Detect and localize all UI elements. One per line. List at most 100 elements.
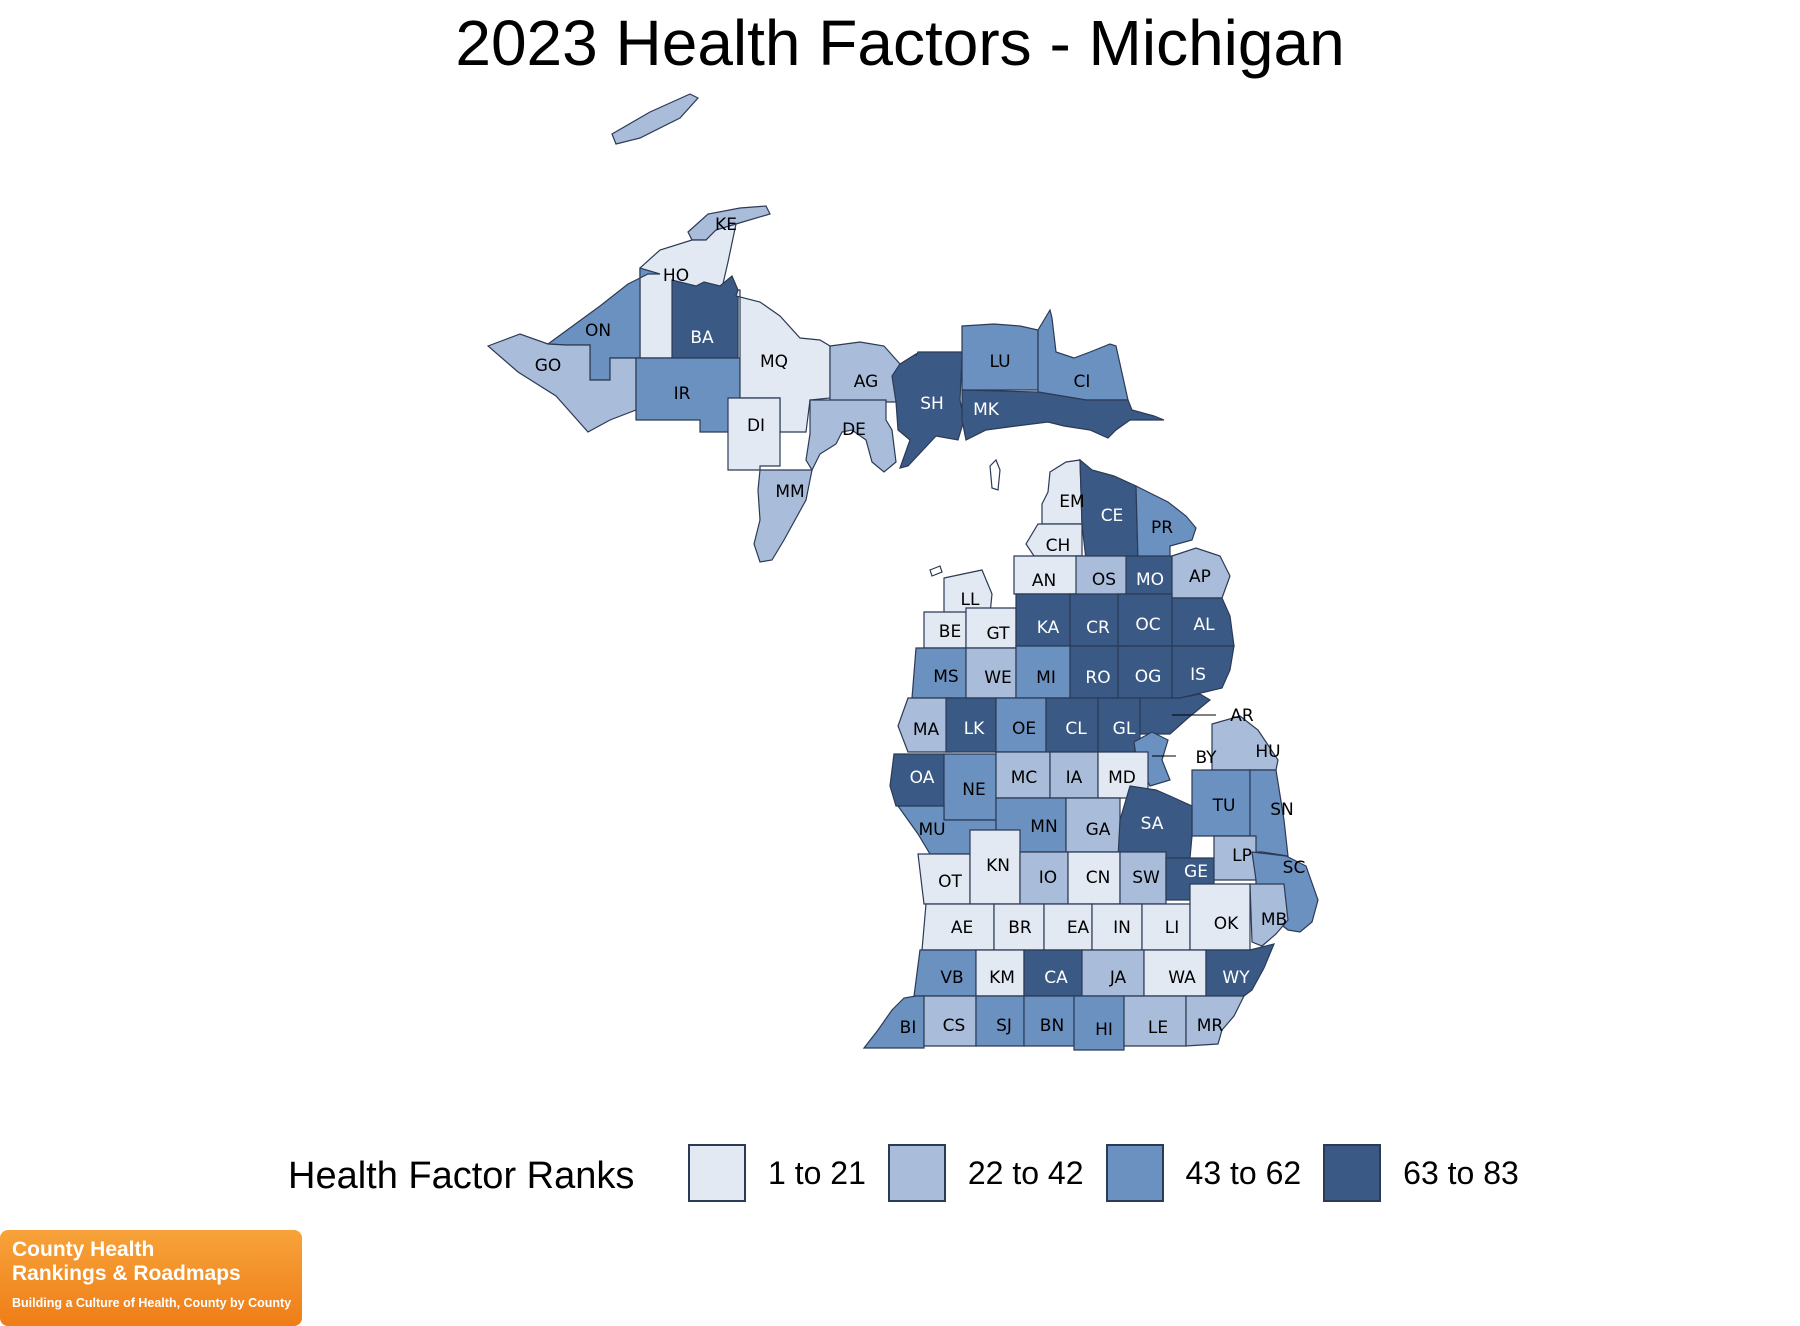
county-label-ja: JA xyxy=(1109,968,1127,988)
county-label-cn: CN xyxy=(1086,868,1111,888)
county-label-go: GO xyxy=(535,356,562,376)
county-label-ka: KA xyxy=(1037,618,1060,638)
county-label-ga: GA xyxy=(1086,820,1111,840)
county-label-io: IO xyxy=(1039,868,1057,888)
county-go[interactable] xyxy=(486,333,637,433)
county-label-ms: MS xyxy=(933,667,958,687)
county-label-ot: OT xyxy=(938,872,962,892)
county-label-cl: CL xyxy=(1065,719,1087,739)
county-label-wy: WY xyxy=(1222,968,1250,988)
county-label-mu: MU xyxy=(918,820,945,840)
county-label-be: BE xyxy=(939,622,961,642)
county-al[interactable] xyxy=(1171,597,1235,647)
county-label-cs: CS xyxy=(943,1016,966,1036)
county-label-ea: EA xyxy=(1067,918,1090,938)
legend-label-1: 1 to 21 xyxy=(768,1154,866,1191)
legend-item-3: 43 to 62 xyxy=(1105,1144,1302,1202)
county-label-ae: AE xyxy=(951,918,973,938)
county-sh[interactable] xyxy=(891,351,965,469)
county-label-ll: LL xyxy=(961,590,980,610)
county-label-mr: MR xyxy=(1197,1016,1224,1036)
county-label-we: WE xyxy=(984,668,1012,688)
lake-island xyxy=(989,458,1001,491)
county-label-bn: BN xyxy=(1040,1016,1064,1036)
county-label-oc: OC xyxy=(1135,615,1160,635)
county-label-ca: CA xyxy=(1044,968,1068,988)
legend-swatch-2 xyxy=(887,1144,946,1202)
county-label-ne: NE xyxy=(962,780,985,800)
county-label-ci: CI xyxy=(1074,372,1091,392)
county-label-sn: SN xyxy=(1270,800,1294,820)
legend: 1 to 21 22 to 42 43 to 62 63 to 83 xyxy=(688,1142,1541,1204)
county-label-sc: SC xyxy=(1283,858,1306,878)
county-mb[interactable] xyxy=(1249,883,1289,947)
county-label-lu: LU xyxy=(989,352,1010,372)
county-label-lk: LK xyxy=(964,719,985,739)
logo-line-1: County Health xyxy=(12,1238,155,1261)
county-label-oe: OE xyxy=(1012,719,1036,739)
county-label-ag: AG xyxy=(854,372,879,392)
county-sa[interactable] xyxy=(1117,785,1193,859)
county-label-mb: MB xyxy=(1261,910,1287,930)
legend-item-2: 22 to 42 xyxy=(887,1144,1084,1202)
county-label-ia: IA xyxy=(1066,768,1083,788)
county-mk[interactable] xyxy=(961,389,1165,441)
county-label-vb: VB xyxy=(940,968,963,988)
county-label-on: ON xyxy=(585,321,611,341)
county-label-ar: AR xyxy=(1230,706,1254,726)
county-mq[interactable] xyxy=(735,289,831,433)
county-label-br: BR xyxy=(1008,918,1032,938)
county-health-rankings-logo[interactable]: County Health Rankings & Roadmaps Buildi… xyxy=(0,1230,302,1326)
county-label-ge: GE xyxy=(1184,862,1208,882)
county-mr[interactable] xyxy=(1185,995,1245,1047)
county-label-ap: AP xyxy=(1189,567,1211,587)
legend-item-1: 1 to 21 xyxy=(688,1144,866,1202)
logo-tagline: Building a Culture of Health, County by … xyxy=(12,1296,292,1310)
county-label-mn: MN xyxy=(1030,817,1057,837)
legend-label-3: 43 to 62 xyxy=(1185,1154,1302,1191)
legend-swatch-1 xyxy=(688,1144,746,1202)
legend-item-4: 63 to 83 xyxy=(1323,1144,1519,1202)
county-label-mo: MO xyxy=(1136,570,1164,590)
county-hi[interactable] xyxy=(1073,995,1125,1051)
county-ll[interactable] xyxy=(943,569,993,615)
map-title: 2023 Health Factors - Michigan xyxy=(455,7,1345,79)
county-ma[interactable] xyxy=(897,697,953,753)
isle-royale xyxy=(611,93,699,145)
lake-island-2 xyxy=(929,565,943,577)
county-label-sj: SJ xyxy=(996,1016,1012,1036)
county-label-hi: HI xyxy=(1095,1020,1113,1040)
county-label-by: BY xyxy=(1195,748,1217,768)
county-label-an: AN xyxy=(1032,571,1056,591)
county-label-ok: OK xyxy=(1214,914,1239,934)
county-label-mq: MQ xyxy=(760,352,788,372)
county-label-li: LI xyxy=(1165,918,1180,938)
county-label-di: DI xyxy=(747,416,765,436)
county-label-mi: MI xyxy=(1036,668,1056,688)
county-label-sh: SH xyxy=(920,394,944,414)
county-label-de: DE xyxy=(842,420,866,440)
county-label-km: KM xyxy=(989,968,1015,988)
county-label-ke: KE xyxy=(715,215,737,235)
county-label-os: OS xyxy=(1092,570,1116,590)
county-label-tu: TU xyxy=(1212,796,1236,816)
county-label-mc: MC xyxy=(1011,768,1038,788)
county-label-ba: BA xyxy=(690,328,714,348)
county-label-mk: MK xyxy=(973,400,1000,420)
county-label-bi: BI xyxy=(900,1018,917,1038)
county-label-ch: CH xyxy=(1046,536,1071,556)
county-label-sa: SA xyxy=(1141,814,1164,834)
county-ar[interactable] xyxy=(1139,693,1212,735)
county-de[interactable] xyxy=(805,399,897,473)
county-label-ro: RO xyxy=(1085,668,1110,688)
county-label-le: LE xyxy=(1148,1018,1168,1038)
county-di[interactable] xyxy=(727,397,781,471)
county-label-wa: WA xyxy=(1168,968,1196,988)
county-label-lp: LP xyxy=(1232,846,1252,866)
logo-line-2: Rankings & Roadmaps xyxy=(12,1262,241,1285)
county-label-oa: OA xyxy=(910,768,935,788)
county-label-ir: IR xyxy=(674,384,691,404)
county-mm[interactable] xyxy=(753,469,813,563)
legend-swatch-4 xyxy=(1323,1144,1382,1202)
